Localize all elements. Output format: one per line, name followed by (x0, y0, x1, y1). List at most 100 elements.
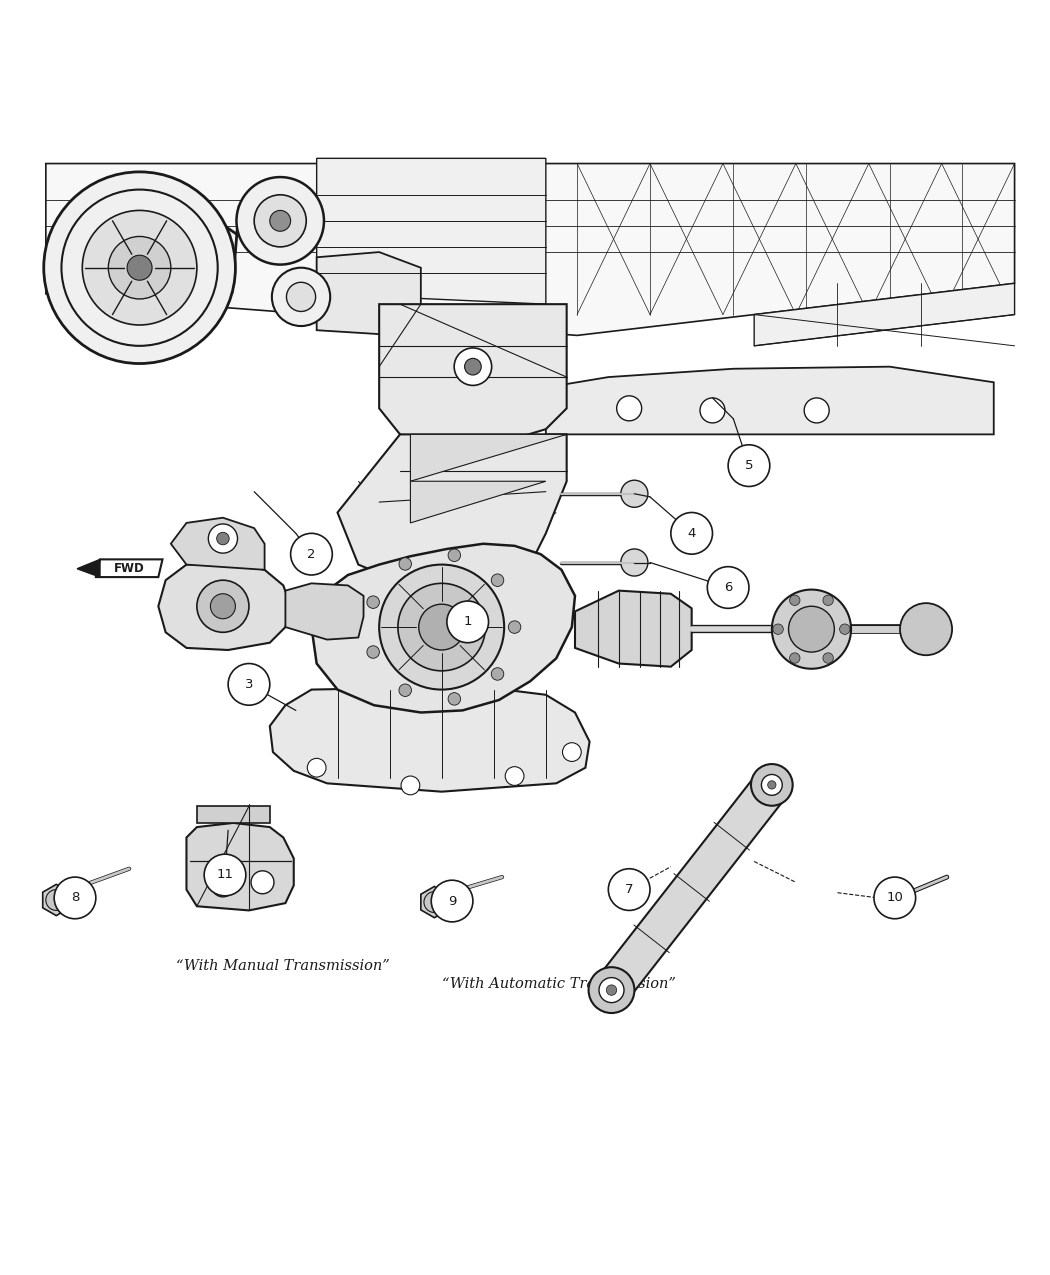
Circle shape (491, 668, 504, 680)
Polygon shape (337, 435, 567, 590)
Polygon shape (43, 885, 69, 915)
Circle shape (401, 776, 420, 794)
Text: 4: 4 (688, 527, 696, 539)
Polygon shape (596, 774, 786, 1002)
Polygon shape (317, 158, 546, 305)
Text: 3: 3 (245, 678, 253, 691)
Circle shape (254, 195, 307, 247)
Circle shape (399, 683, 412, 696)
Circle shape (728, 445, 770, 487)
Circle shape (291, 533, 332, 575)
Polygon shape (546, 367, 993, 435)
Circle shape (840, 623, 850, 635)
Circle shape (606, 984, 616, 996)
Circle shape (708, 566, 749, 608)
Circle shape (366, 645, 379, 658)
Circle shape (751, 764, 793, 806)
Circle shape (773, 623, 783, 635)
Polygon shape (270, 687, 590, 792)
Text: 8: 8 (70, 891, 79, 904)
Circle shape (621, 550, 648, 576)
Circle shape (211, 873, 234, 896)
Polygon shape (411, 435, 567, 481)
Circle shape (671, 513, 713, 555)
Circle shape (196, 580, 249, 632)
Circle shape (823, 653, 834, 663)
Circle shape (46, 890, 66, 910)
Polygon shape (754, 283, 1014, 346)
Circle shape (455, 348, 491, 385)
Circle shape (208, 524, 237, 553)
Text: 5: 5 (744, 459, 753, 472)
Polygon shape (171, 518, 265, 570)
Circle shape (204, 854, 246, 896)
Circle shape (823, 595, 834, 606)
Polygon shape (575, 590, 692, 667)
Circle shape (508, 621, 521, 634)
Circle shape (251, 871, 274, 894)
Polygon shape (286, 584, 363, 640)
Circle shape (270, 210, 291, 231)
Circle shape (505, 766, 524, 785)
Text: FWD: FWD (113, 562, 145, 575)
Circle shape (608, 868, 650, 910)
Text: “With Automatic Transmission”: “With Automatic Transmission” (442, 978, 675, 992)
Circle shape (398, 584, 485, 671)
Circle shape (236, 177, 324, 265)
Circle shape (379, 565, 504, 690)
Circle shape (621, 481, 648, 507)
Circle shape (366, 595, 379, 608)
Circle shape (880, 885, 909, 914)
Polygon shape (46, 163, 1014, 335)
Text: 7: 7 (625, 884, 633, 896)
Polygon shape (96, 560, 163, 578)
Circle shape (598, 978, 624, 1002)
Circle shape (44, 172, 235, 363)
Circle shape (790, 595, 800, 606)
Polygon shape (317, 252, 421, 335)
Circle shape (616, 395, 642, 421)
Circle shape (127, 255, 152, 280)
Circle shape (210, 594, 235, 618)
Polygon shape (379, 305, 567, 445)
Circle shape (448, 692, 461, 705)
Circle shape (272, 268, 330, 326)
Circle shape (228, 663, 270, 705)
Circle shape (108, 236, 171, 298)
Circle shape (772, 589, 852, 669)
Text: “With Manual Transmission”: “With Manual Transmission” (176, 959, 390, 973)
Circle shape (900, 603, 952, 655)
Polygon shape (187, 822, 294, 910)
Circle shape (419, 604, 464, 650)
Circle shape (448, 550, 461, 561)
Circle shape (874, 877, 916, 919)
Text: 1: 1 (463, 616, 471, 629)
Polygon shape (312, 543, 575, 713)
Polygon shape (77, 560, 100, 578)
Circle shape (790, 653, 800, 663)
Circle shape (589, 968, 634, 1014)
Circle shape (82, 210, 196, 325)
Circle shape (789, 606, 835, 652)
Circle shape (464, 358, 481, 375)
Circle shape (768, 780, 776, 789)
Circle shape (447, 601, 488, 643)
Circle shape (399, 557, 412, 570)
Circle shape (491, 574, 504, 586)
Circle shape (761, 774, 782, 796)
Circle shape (432, 880, 472, 922)
Polygon shape (196, 806, 270, 822)
Polygon shape (421, 886, 448, 918)
Circle shape (287, 282, 316, 311)
Text: 9: 9 (448, 895, 457, 908)
Text: 11: 11 (216, 868, 233, 881)
Circle shape (886, 891, 903, 908)
Text: 2: 2 (308, 548, 316, 561)
Circle shape (308, 759, 327, 776)
Circle shape (563, 743, 582, 761)
FancyBboxPatch shape (36, 148, 1014, 877)
Polygon shape (159, 562, 291, 650)
Circle shape (700, 398, 724, 423)
Circle shape (55, 877, 96, 919)
Circle shape (216, 532, 229, 544)
